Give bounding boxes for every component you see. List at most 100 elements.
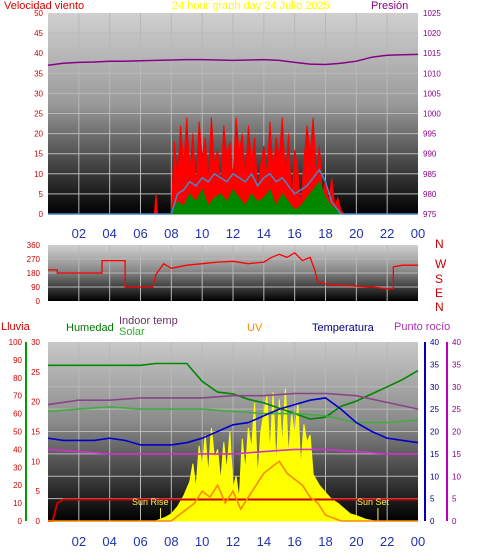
compass-label-n-top: N [435,237,444,251]
wind-speed-tick-label: 50 [34,9,43,18]
wind-speed-tick-label: 30 [34,89,43,98]
wind-speed-tick-label: 15 [34,150,43,159]
uv-tick-label: 15 [31,428,40,437]
dew-tick-label: 40 [452,338,461,347]
temp-tick-label: 5 [430,495,435,504]
top-x-tick-label: 10 [195,226,209,241]
climate-series-1 [47,392,419,410]
rain-tick-label: 30 [13,463,22,472]
left-axis-title: Velocidad viento [4,0,84,12]
dew-tick-label: 35 [452,360,461,369]
top-x-tick-label: 06 [133,226,147,241]
dew-axis-bar [446,342,448,521]
temp-tick-label: 30 [430,383,439,392]
sun-set-label: Sun Set [357,497,390,507]
uv-tick-label: 25 [31,368,40,377]
bottom-x-tick-label: 04 [102,534,116,549]
top-x-tick-label: 14 [257,226,271,241]
wind-speed-tick-label: 20 [34,130,43,139]
rain-tick-label: 100 [9,338,23,347]
top-x-tick-label: 20 [349,226,363,241]
wind-series-2 [48,180,418,215]
bottom-x-tick-label: 08 [164,534,178,549]
bottom-x-tick-label: 14 [257,534,271,549]
bottom-x-tick-label: 02 [72,534,86,549]
wind-series-0 [47,53,419,67]
chart-title: 24 hour graph day 24 Julio 2025 [172,0,330,12]
temp-tick-label: 10 [430,472,439,481]
pressure-tick-label: 985 [423,170,437,179]
bottom-x-tick-label: 06 [133,534,147,549]
solar-radiation-area [155,388,375,522]
pressure-tick-label: 1015 [423,49,441,58]
top-x-tick-label: 12 [226,226,240,241]
bottom-x-tick-label: 10 [195,534,209,549]
top-x-tick-label: 18 [318,226,332,241]
right-axis-title: Presión [371,0,408,12]
rain-tick-label: 90 [13,356,22,365]
bottom-x-tick-label: 20 [349,534,363,549]
wind-speed-tick-label: 40 [34,49,43,58]
temp-tick-label: 25 [430,405,439,414]
dew-tick-label: 0 [452,517,457,526]
pressure-tick-label: 1010 [423,69,441,78]
pressure-tick-label: 1005 [423,89,441,98]
compass-label-e: E [435,286,443,300]
uv-legend: UV [247,322,263,334]
uv-tick-label: 30 [31,338,40,347]
bottom-x-tick-label: 18 [318,534,332,549]
rain-legend: Lluvia [1,321,31,333]
uv-tick-label: 20 [31,398,40,407]
dew-tick-label: 15 [452,450,461,459]
rain-tick-label: 20 [13,481,22,490]
rain-tick-label: 70 [13,392,22,401]
pressure-tick-label: 975 [423,210,437,219]
pressure-tick-label: 995 [423,130,437,139]
direction-tick-label: 180 [27,269,41,278]
wind-speed-tick-label: 25 [34,110,43,119]
temp-tick-label: 0 [430,517,435,526]
top-x-tick-label: 16 [287,226,301,241]
rain-tick-label: 80 [13,374,22,383]
top-x-tick-label: 08 [164,226,178,241]
climate-series-3 [47,397,419,446]
top-x-tick-label: 02 [72,226,86,241]
compass-label-w: W [435,257,447,271]
dew-tick-label: 20 [452,428,461,437]
bottom-x-tick-label: 16 [287,534,301,549]
direction-tick-label: 270 [27,255,41,264]
dew-tick-label: 25 [452,405,461,414]
humidity-legend: Humedad [66,322,114,334]
bottom-x-tick-label: 22 [380,534,394,549]
temp-tick-label: 15 [430,450,439,459]
dew-point-legend: Punto rocío [394,321,450,333]
rain-tick-label: 40 [13,445,22,454]
wind-speed-tick-label: 35 [34,69,43,78]
dew-tick-label: 5 [452,495,457,504]
uv-tick-label: 10 [31,457,40,466]
climate-series-6 [48,460,418,522]
indoor-temp-legend: Indoor temp [119,315,178,327]
wind-speed-tick-label: 45 [34,29,43,38]
temp-tick-label: 40 [430,338,439,347]
uv-tick-label: 5 [36,487,41,496]
bottom-x-tick-label: 12 [226,534,240,549]
compass-label-n-bottom: N [435,300,444,314]
wind-direction-series [48,251,418,290]
top-x-tick-label: 22 [380,226,394,241]
bottom-x-tick-label: 00 [411,534,425,549]
sun-rise-label: Sun Rise [132,497,169,507]
direction-tick-label: 90 [31,283,40,292]
climate-series-0 [48,362,419,420]
wind-series-1 [48,117,418,215]
rain-tick-label: 0 [18,517,23,526]
direction-tick-label: 0 [36,297,41,306]
rain-tick-label: 50 [13,428,22,437]
temp-axis-bar [424,342,426,521]
temp-tick-label: 35 [430,360,439,369]
pressure-tick-label: 1020 [423,29,441,38]
dew-tick-label: 30 [452,383,461,392]
compass-label-s: S [435,272,443,286]
